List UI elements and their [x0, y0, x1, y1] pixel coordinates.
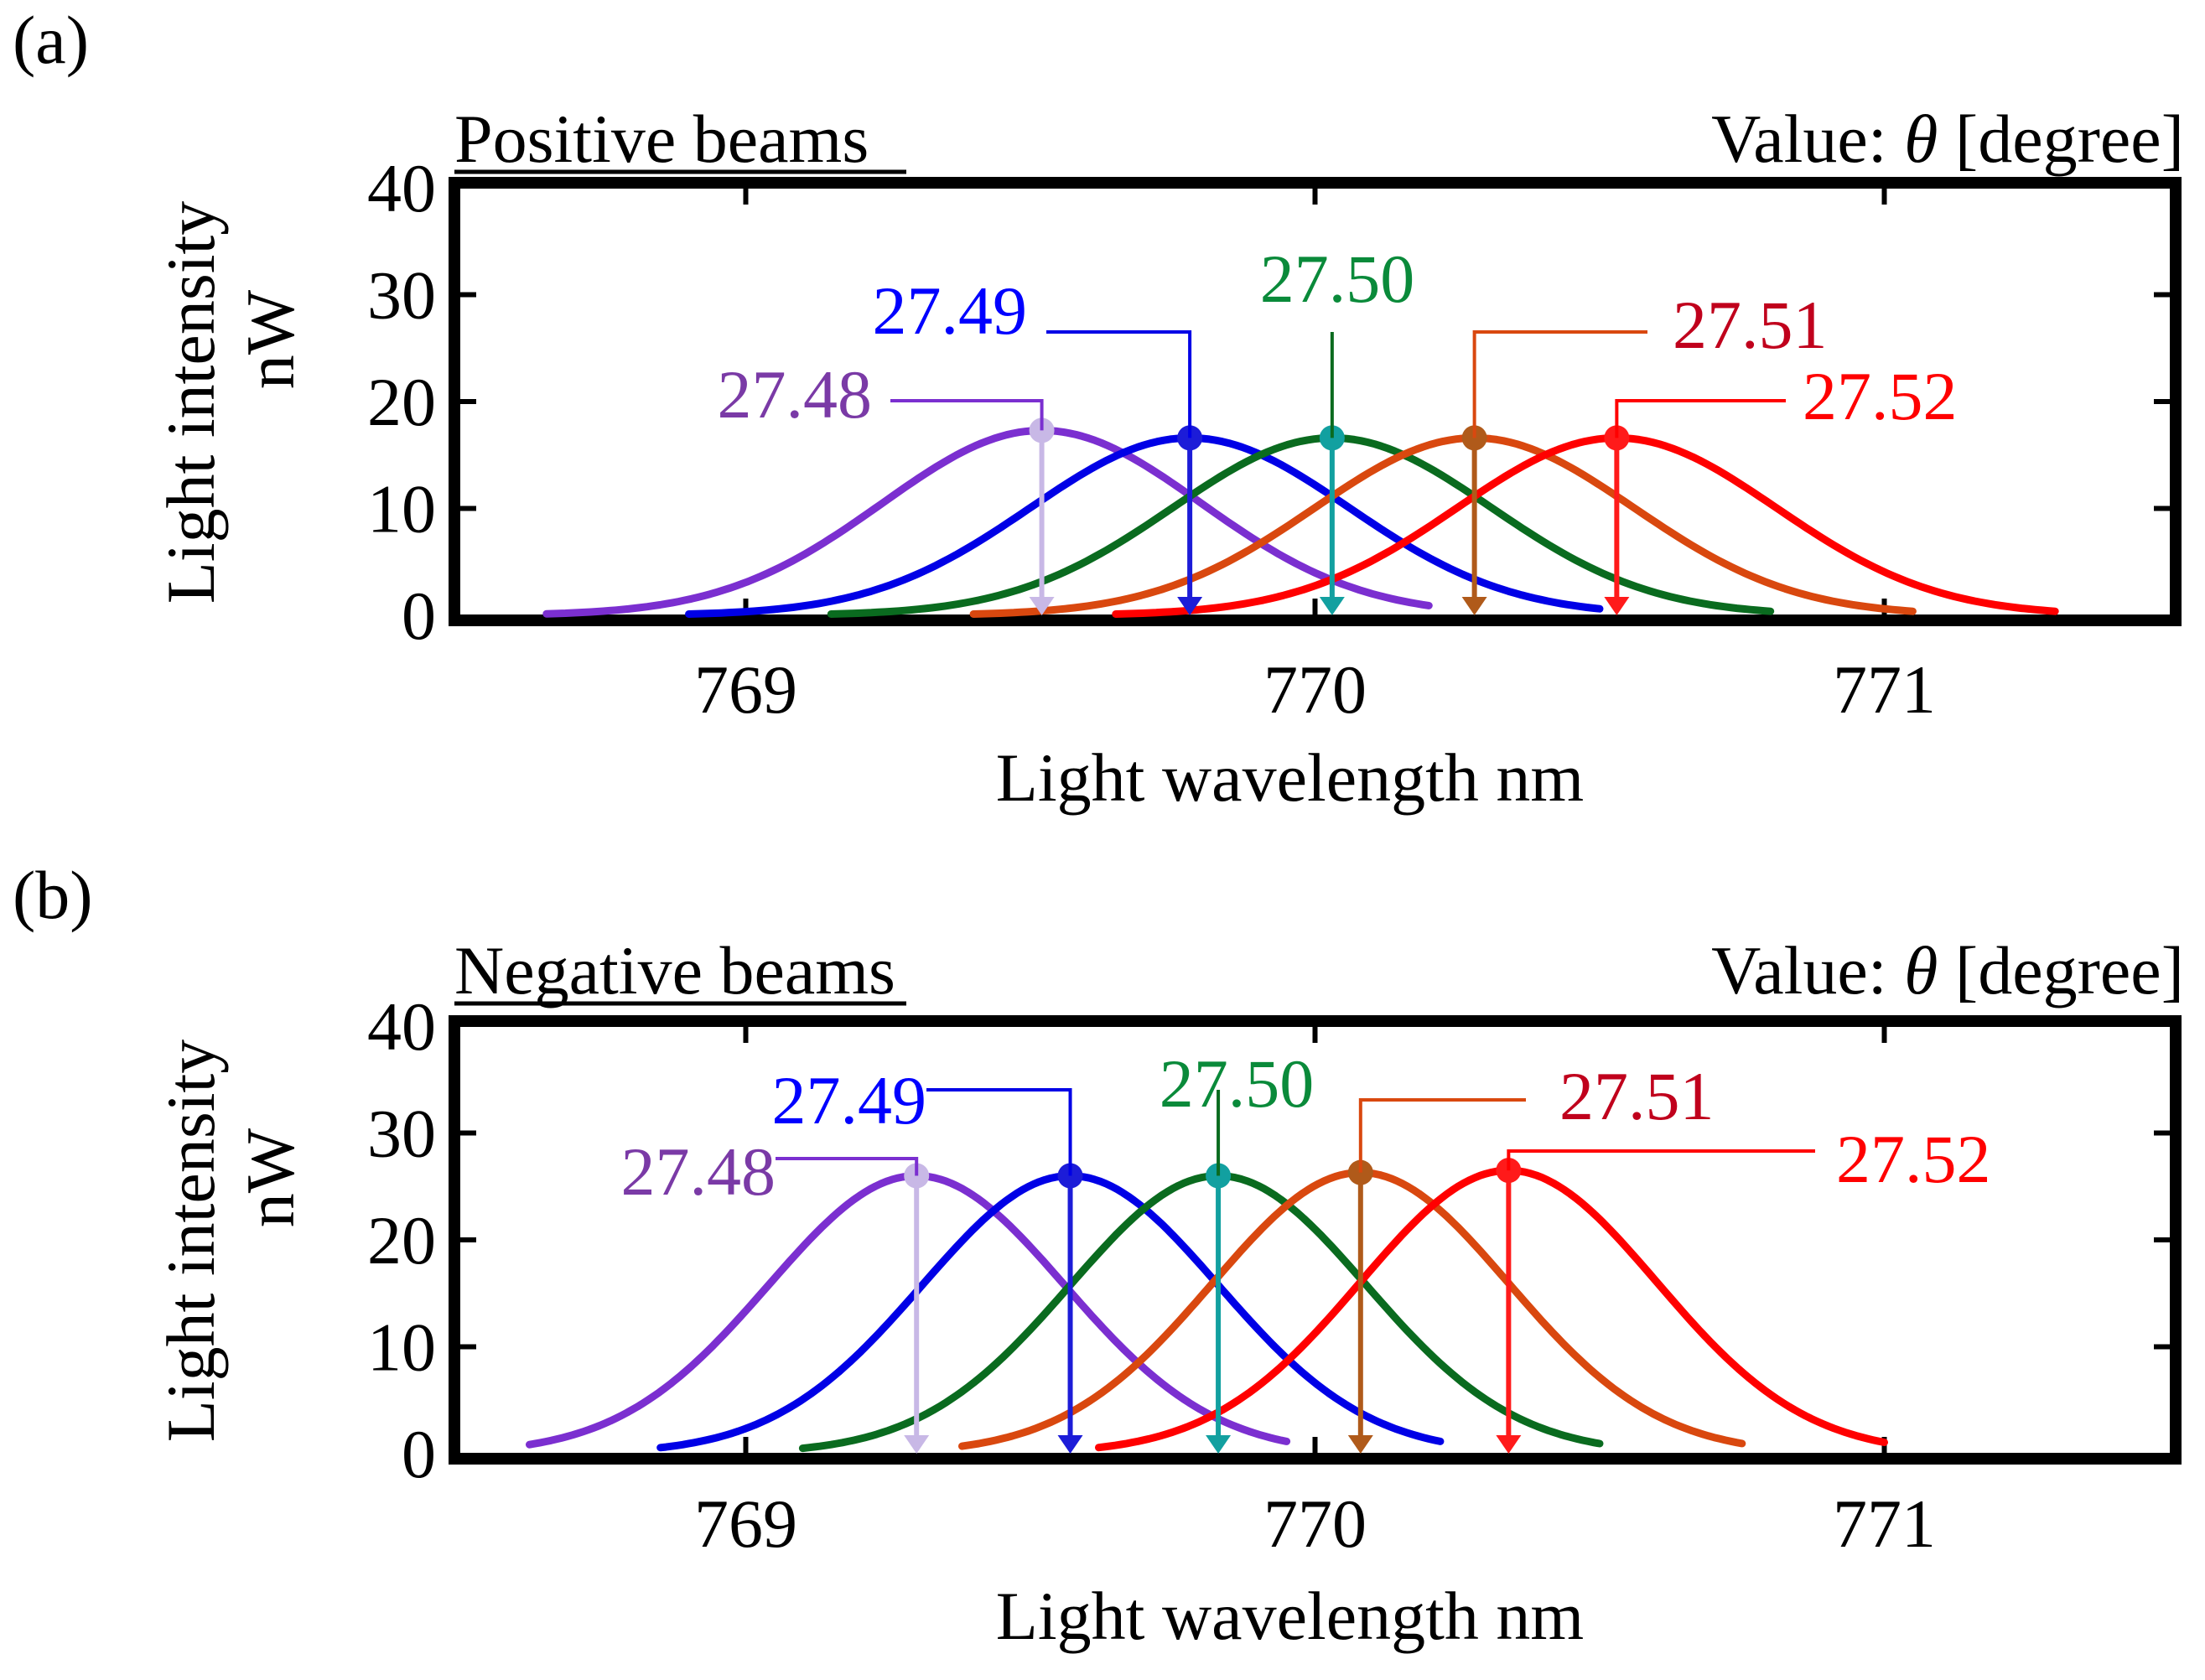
- y-tick-label: 10: [367, 1309, 436, 1386]
- series-line-27-52: [1112, 433, 2059, 618]
- value-prefix: Value:: [1711, 101, 1904, 177]
- series-line-27-50: [827, 433, 1775, 618]
- y-tick-label: 20: [367, 1202, 436, 1278]
- value-symbol: θ: [1904, 932, 1938, 1009]
- series-line-27-48: [542, 427, 1433, 618]
- y-tick-label: 0: [402, 1416, 436, 1492]
- label-leader: [1507, 1149, 1815, 1171]
- y-tick-label: 20: [367, 364, 436, 440]
- y-tick-label: 10: [367, 471, 436, 547]
- panel-label: (a): [13, 2, 89, 78]
- series-label: 27.51: [1673, 287, 1828, 363]
- series-label: 27.52: [1803, 358, 1958, 434]
- x-axis-label: Light wavelength nm: [996, 739, 1584, 816]
- series-line-27-52: [1095, 1166, 1888, 1452]
- panel-title: Positive beams: [454, 101, 869, 177]
- y-tick-label: 40: [367, 988, 436, 1065]
- y-axis-label: Light intensity: [153, 1040, 229, 1443]
- label-leader: [890, 399, 1044, 431]
- label-leader: [1046, 330, 1192, 438]
- peak-arrow: [1604, 597, 1630, 615]
- y-tick-label: 40: [367, 150, 436, 226]
- x-tick-label: 771: [1833, 651, 1936, 728]
- peak-arrow: [1319, 597, 1345, 615]
- value-label: Value: θ [degree]: [1711, 932, 2184, 1009]
- y-axis-unit: nW: [232, 289, 309, 389]
- x-tick-label: 770: [1263, 1486, 1367, 1562]
- panel-a: (a) Positive beams Value: θ [degree] 0 10 20 3…: [13, 2, 2184, 816]
- peak-arrow: [1029, 597, 1055, 615]
- label-leader: [1358, 1098, 1526, 1173]
- series-line-27-51: [969, 433, 1917, 618]
- y-tick-label: 30: [367, 257, 436, 334]
- series-line-27-50: [798, 1172, 1604, 1453]
- peak-arrow: [1347, 1435, 1373, 1454]
- label-leader: [1615, 399, 1786, 438]
- label-leader: [926, 1088, 1072, 1176]
- series-line-27-48: [526, 1172, 1291, 1449]
- series-line-27-49: [685, 433, 1604, 618]
- value-suffix: [degree]: [1938, 932, 2184, 1009]
- peak-arrow: [1461, 597, 1487, 615]
- panel-title: Negative beams: [454, 932, 895, 1009]
- series-label: 27.50: [1160, 1045, 1315, 1122]
- label-leader: [1472, 330, 1647, 438]
- series-label: 27.50: [1260, 241, 1415, 317]
- panel-b: (b) Negative beams Value: θ [degree] 0 10 20 3…: [13, 857, 2184, 1654]
- series-label: 27.52: [1836, 1121, 1991, 1197]
- y-tick-label: 30: [367, 1096, 436, 1172]
- y-tick-label: 0: [402, 578, 436, 654]
- x-tick-label: 770: [1263, 651, 1367, 728]
- plot-frame: [449, 1015, 2182, 1465]
- peak-arrow: [1057, 1435, 1083, 1454]
- x-tick-label: 769: [694, 1486, 797, 1562]
- value-suffix: [degree]: [1938, 101, 2184, 177]
- value-symbol: θ: [1904, 101, 1938, 177]
- series-label: 27.51: [1559, 1058, 1715, 1134]
- x-tick-label: 769: [694, 651, 797, 728]
- series-label: 27.48: [621, 1133, 776, 1210]
- panel-label: (b): [13, 857, 93, 933]
- value-prefix: Value:: [1711, 932, 1904, 1009]
- y-axis-unit: nW: [232, 1128, 309, 1227]
- y-axis-label: Light intensity: [153, 201, 229, 604]
- series-label: 27.49: [873, 272, 1028, 349]
- x-tick-label: 771: [1833, 1486, 1936, 1562]
- value-label: Value: θ [degree]: [1711, 101, 2184, 177]
- x-axis-label: Light wavelength nm: [996, 1578, 1584, 1654]
- series-line-27-49: [656, 1172, 1445, 1452]
- peak-arrow: [1177, 597, 1203, 615]
- series-label: 27.49: [772, 1062, 927, 1138]
- peak-arrow: [1496, 1435, 1522, 1454]
- peak-arrow: [904, 1435, 930, 1454]
- label-leader: [776, 1157, 919, 1176]
- series-label: 27.48: [718, 356, 873, 433]
- peak-arrow: [1206, 1435, 1232, 1454]
